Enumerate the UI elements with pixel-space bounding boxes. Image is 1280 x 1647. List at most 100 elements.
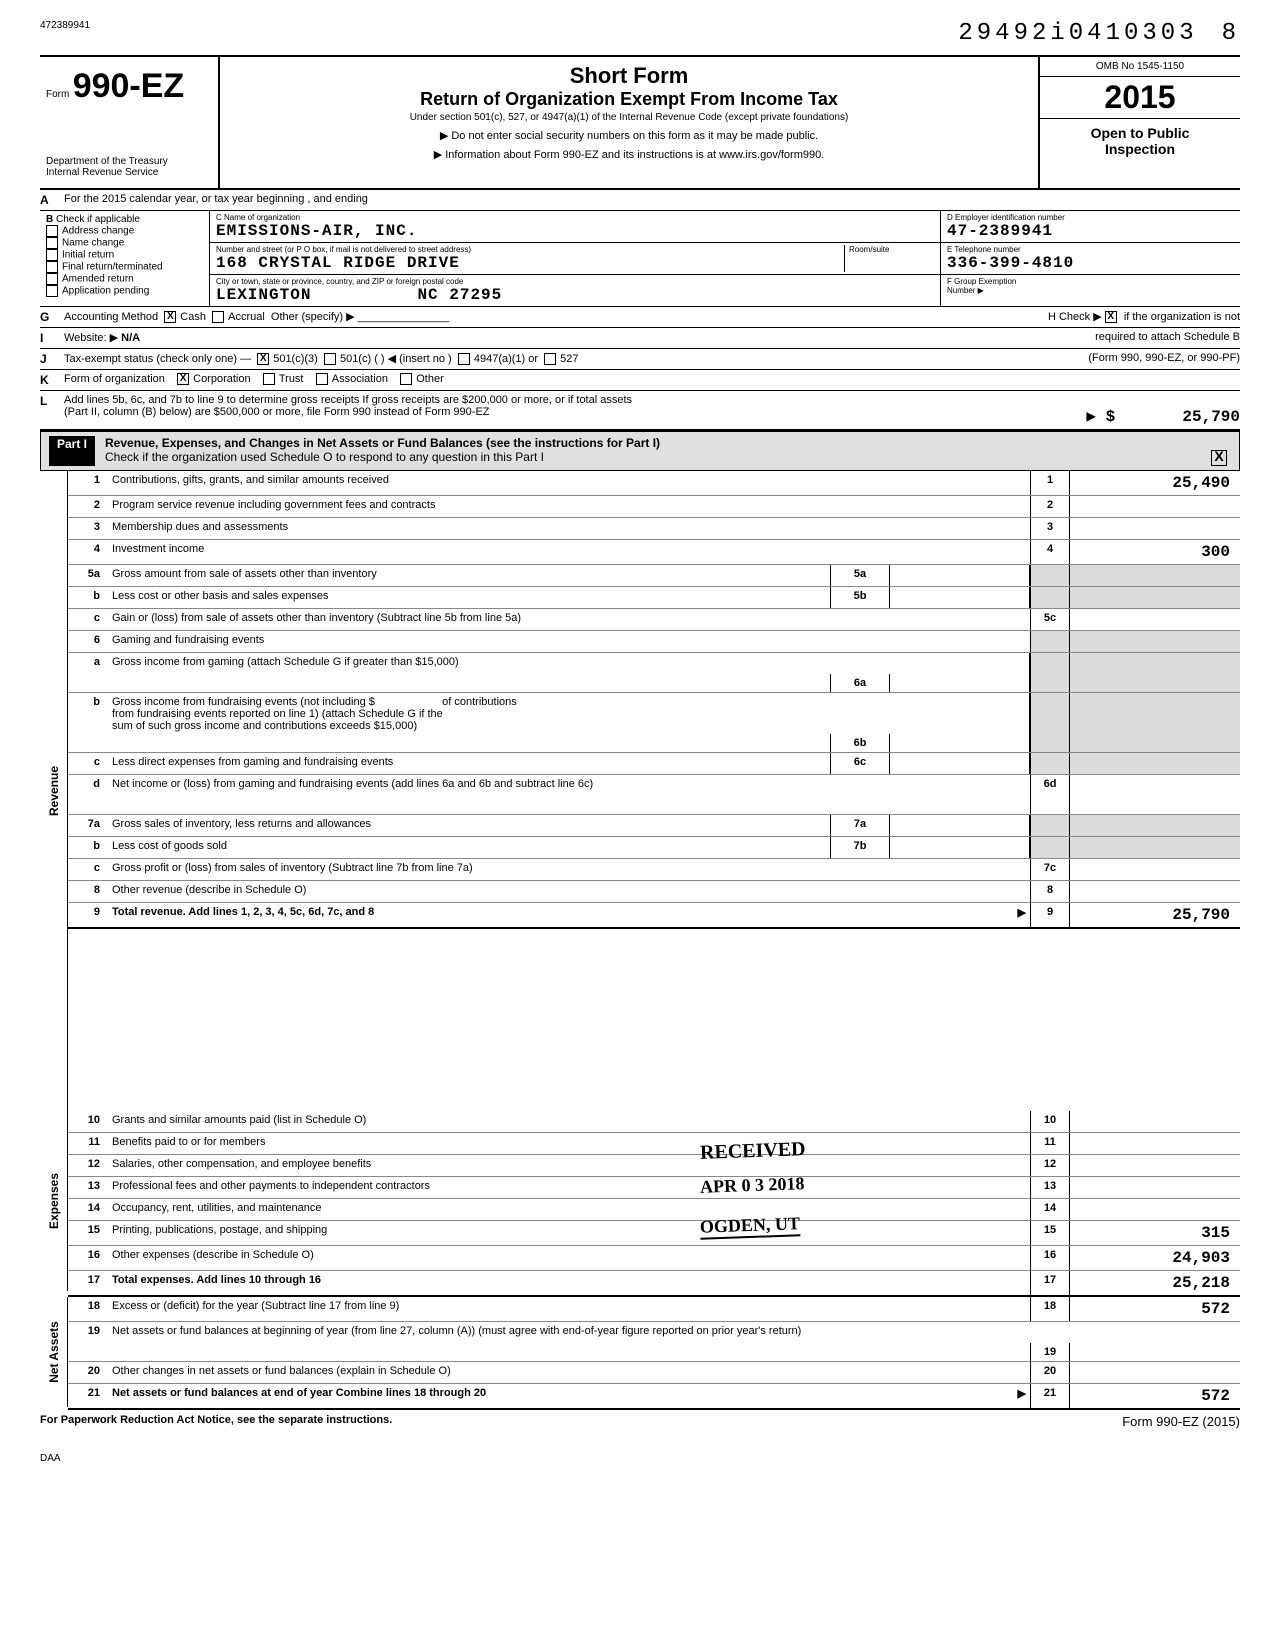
line-12-amt bbox=[1070, 1155, 1240, 1176]
form-number: 990-EZ bbox=[73, 67, 185, 105]
line-7a-desc: Gross sales of inventory, less returns a… bbox=[108, 815, 830, 836]
line-a-letter: A bbox=[40, 190, 64, 210]
line-6b-desc: Gross income from fundraising events (no… bbox=[108, 693, 830, 752]
line-15-amt: 315 bbox=[1070, 1221, 1240, 1245]
open-public-1: Open to Public bbox=[1044, 125, 1236, 141]
i-right: required to attach Schedule B bbox=[1095, 331, 1240, 343]
dept-1: Department of the Treasury bbox=[46, 156, 212, 167]
chk-schedule-o[interactable]: X bbox=[1211, 450, 1227, 466]
line-4-amt: 300 bbox=[1070, 540, 1240, 564]
check-applicable-label: Check if applicable bbox=[56, 214, 140, 225]
side-net-assets: Net Assets bbox=[47, 1321, 61, 1383]
doc-id-left: 472389941 bbox=[40, 20, 90, 47]
line-19-desc: Net assets or fund balances at beginning… bbox=[108, 1322, 1030, 1361]
chk-address[interactable] bbox=[46, 225, 58, 237]
chk-corp[interactable]: X bbox=[177, 373, 189, 385]
line-7b-desc: Less cost of goods sold bbox=[108, 837, 830, 858]
chk-application[interactable] bbox=[46, 285, 58, 297]
chk-assoc[interactable] bbox=[316, 373, 328, 385]
chk-cash[interactable]: X bbox=[164, 311, 176, 323]
j-right: (Form 990, 990-EZ, or 990-PF) bbox=[1088, 352, 1240, 364]
d-label: D Employer identification number bbox=[947, 213, 1234, 222]
chk-h[interactable]: X bbox=[1105, 311, 1117, 323]
part1-title: Revenue, Expenses, and Changes in Net As… bbox=[105, 436, 660, 450]
line-2-desc: Program service revenue including govern… bbox=[108, 496, 1030, 517]
line-16-desc: Other expenses (describe in Schedule O) bbox=[108, 1246, 1030, 1270]
j-label: Tax-exempt status (check only one) — bbox=[64, 353, 251, 365]
line-19-amt bbox=[1070, 1322, 1240, 1361]
c-label: C Name of organization bbox=[216, 213, 934, 222]
line-7c-desc: Gross profit or (loss) from sales of inv… bbox=[108, 859, 1030, 880]
k-label: Form of organization bbox=[64, 373, 165, 385]
line-21-desc: Net assets or fund balances at end of ye… bbox=[108, 1384, 1030, 1408]
line-a: For the 2015 calendar year, or tax year … bbox=[64, 190, 1240, 210]
part1-sub: Check if the organization used Schedule … bbox=[105, 450, 544, 464]
line-3-desc: Membership dues and assessments bbox=[108, 518, 1030, 539]
l-amount: 25,790 bbox=[1182, 408, 1240, 426]
street-address: 168 CRYSTAL RIDGE DRIVE bbox=[216, 254, 844, 272]
line-14-desc: Occupancy, rent, utilities, and maintena… bbox=[108, 1199, 1030, 1220]
tax-year: 2015 bbox=[1040, 77, 1240, 119]
omb-number: OMB No 1545-1150 bbox=[1040, 57, 1240, 77]
part1-bar: Part I Revenue, Expenses, and Changes in… bbox=[40, 431, 1240, 471]
i-label: Website: ▶ bbox=[64, 332, 118, 344]
chk-501c3[interactable]: X bbox=[257, 353, 269, 365]
chk-trust[interactable] bbox=[263, 373, 275, 385]
website-value: N/A bbox=[121, 332, 140, 344]
form-header: Form 990-EZ Department of the Treasury I… bbox=[40, 55, 1240, 190]
line-17-amt: 25,218 bbox=[1070, 1271, 1240, 1295]
line-6a-desc: Gross income from gaming (attach Schedul… bbox=[108, 653, 830, 692]
line-1-amt: 25,490 bbox=[1070, 471, 1240, 495]
line-11-desc: Benefits paid to or for members bbox=[108, 1133, 1030, 1154]
l-text1: Add lines 5b, 6c, and 7b to line 9 to de… bbox=[64, 394, 1240, 406]
chk-initial[interactable] bbox=[46, 249, 58, 261]
room-label: Room/suite bbox=[849, 245, 934, 254]
chk-501c[interactable] bbox=[324, 353, 336, 365]
line-20-amt bbox=[1070, 1362, 1240, 1383]
chk-amended[interactable] bbox=[46, 273, 58, 285]
side-expenses: Expenses bbox=[47, 1173, 61, 1229]
dept-2: Internal Revenue Service bbox=[46, 167, 212, 178]
line-6-desc: Gaming and fundraising events bbox=[108, 631, 1030, 652]
f-label: F Group Exemption bbox=[947, 277, 1234, 286]
subtitle: Under section 501(c), 527, or 4947(a)(1)… bbox=[230, 112, 1028, 123]
ein: 47-2389941 bbox=[947, 222, 1234, 240]
line-15-desc: Printing, publications, postage, and shi… bbox=[108, 1221, 1030, 1245]
footer-right: Form 990-EZ (2015) bbox=[1122, 1414, 1240, 1429]
h-label: H Check ▶ bbox=[1048, 311, 1102, 323]
line-14-amt bbox=[1070, 1199, 1240, 1220]
line-8-amt bbox=[1070, 881, 1240, 902]
chk-527[interactable] bbox=[544, 353, 556, 365]
city: LEXINGTON bbox=[216, 286, 311, 304]
line-10-desc: Grants and similar amounts paid (list in… bbox=[108, 1111, 1030, 1132]
state-zip: NC 27295 bbox=[417, 286, 502, 304]
line-6c-desc: Less direct expenses from gaming and fun… bbox=[108, 753, 830, 774]
chk-accrual[interactable] bbox=[212, 311, 224, 323]
line-6d-desc: Net income or (loss) from gaming and fun… bbox=[108, 775, 1030, 814]
line-13-amt bbox=[1070, 1177, 1240, 1198]
line-1-desc: Contributions, gifts, grants, and simila… bbox=[108, 471, 1030, 495]
part1-label: Part I bbox=[49, 436, 95, 466]
block-b: B Check if applicable Address change Nam… bbox=[40, 211, 1240, 307]
side-revenue: Revenue bbox=[47, 766, 61, 816]
line-17-desc: Total expenses. Add lines 10 through 16 bbox=[108, 1271, 1030, 1295]
l-arrow: ▶ $ bbox=[1086, 408, 1115, 426]
line-8-desc: Other revenue (describe in Schedule O) bbox=[108, 881, 1030, 902]
chk-name[interactable] bbox=[46, 237, 58, 249]
line-20-desc: Other changes in net assets or fund bala… bbox=[108, 1362, 1030, 1383]
line-5b-desc: Less cost or other basis and sales expen… bbox=[108, 587, 830, 608]
footer-left: For Paperwork Reduction Act Notice, see … bbox=[40, 1414, 392, 1429]
line-13-desc: Professional fees and other payments to … bbox=[108, 1177, 1030, 1198]
chk-final[interactable] bbox=[46, 261, 58, 273]
line-5c-desc: Gain or (loss) from sale of assets other… bbox=[108, 609, 1030, 630]
chk-other-org[interactable] bbox=[400, 373, 412, 385]
addr-label: Number and street (or P O box, if mail i… bbox=[216, 245, 844, 254]
chk-4947[interactable] bbox=[458, 353, 470, 365]
g-label: Accounting Method bbox=[64, 311, 158, 323]
line-12-desc: Salaries, other compensation, and employ… bbox=[108, 1155, 1030, 1176]
city-label: City or town, state or province, country… bbox=[216, 277, 934, 286]
org-name: EMISSIONS-AIR, INC. bbox=[216, 222, 934, 240]
line-18-amt: 572 bbox=[1070, 1297, 1240, 1321]
f-label2: Number ▶ bbox=[947, 286, 1234, 295]
line-18-desc: Excess or (deficit) for the year (Subtra… bbox=[108, 1297, 1030, 1321]
